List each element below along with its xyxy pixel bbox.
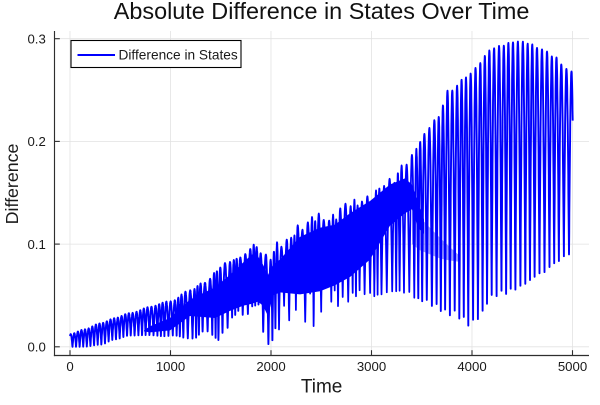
svg-text:0: 0	[66, 359, 73, 374]
svg-text:Time: Time	[301, 377, 343, 398]
svg-text:4000: 4000	[457, 359, 486, 374]
svg-text:0.1: 0.1	[27, 237, 45, 252]
svg-text:2000: 2000	[256, 359, 285, 374]
svg-text:Absolute Difference in States: Absolute Difference in States Over Time	[114, 0, 530, 24]
svg-text:5000: 5000	[558, 359, 587, 374]
svg-text:0.0: 0.0	[27, 340, 45, 355]
svg-text:Difference: Difference	[2, 144, 22, 225]
svg-text:0.2: 0.2	[27, 134, 45, 149]
svg-text:0.3: 0.3	[27, 31, 45, 46]
svg-text:Difference in States: Difference in States	[119, 48, 238, 63]
svg-text:3000: 3000	[357, 359, 386, 374]
svg-text:1000: 1000	[156, 359, 185, 374]
